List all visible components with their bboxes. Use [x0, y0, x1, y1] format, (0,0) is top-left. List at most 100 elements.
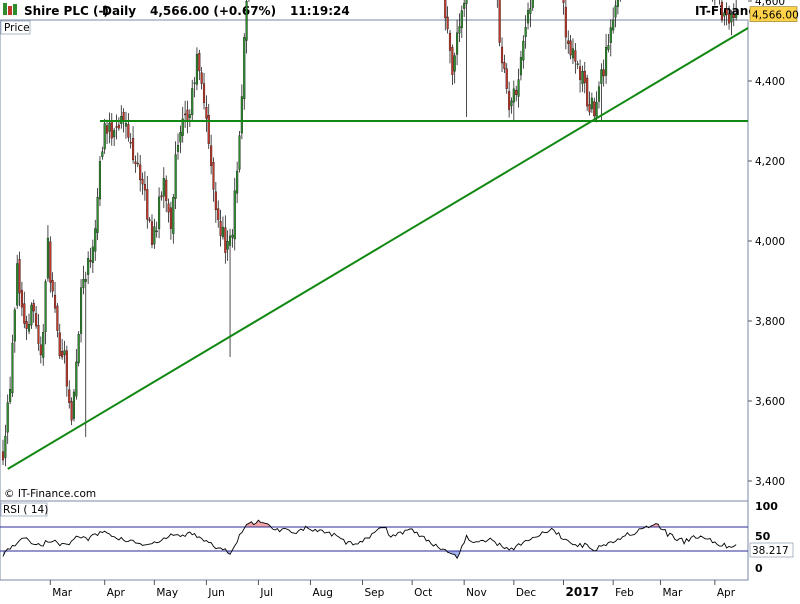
- candle-body: [245, 1, 248, 41]
- candle-body: [13, 309, 16, 342]
- price-tick-label: 3,800: [755, 316, 785, 328]
- price-tick-label: 4,000: [755, 236, 785, 248]
- candle-body: [526, 10, 530, 24]
- candle-body: [508, 91, 511, 110]
- candle-body: [616, 0, 619, 7]
- candle-body: [600, 69, 603, 84]
- candle-body: [160, 195, 163, 198]
- candle-body: [238, 135, 241, 170]
- time-tick-label: Oct: [414, 587, 432, 599]
- candle-body: [70, 401, 73, 421]
- candle-body: [571, 48, 575, 59]
- candle-body: [44, 281, 47, 333]
- last-price-value: 4,566.00: [752, 10, 799, 22]
- candle-body: [98, 161, 102, 200]
- candle-body: [720, 1, 724, 21]
- rsi-tick-label: 50: [755, 530, 771, 543]
- app-logo-icon: [3, 3, 17, 15]
- candle-body: [510, 100, 513, 107]
- candle-body: [91, 246, 94, 263]
- candle-body: [564, 6, 567, 38]
- last-quote: 4,566.00 (+0.67%): [150, 4, 276, 18]
- candle-body: [579, 66, 582, 80]
- candle-body: [101, 151, 104, 157]
- candle-body: [6, 402, 9, 433]
- candle-body: [174, 154, 177, 199]
- candle-body: [162, 178, 165, 197]
- candle-body: [184, 113, 187, 116]
- rsi-label-text: RSI ( 14): [3, 504, 48, 516]
- candle-body: [202, 83, 206, 103]
- rsi-line: [2, 519, 737, 560]
- candle-body: [198, 53, 201, 72]
- candle-body: [30, 304, 33, 326]
- candle-body: [723, 12, 726, 17]
- candle-body: [32, 303, 35, 312]
- candle-body: [512, 88, 515, 103]
- candle-body: [141, 178, 144, 185]
- candle-body: [75, 361, 78, 397]
- candle-body: [94, 228, 97, 252]
- rsi-panel: [0, 500, 749, 581]
- time-tick-label: Apr: [717, 587, 736, 599]
- candle-body: [732, 14, 735, 19]
- candle-body: [106, 125, 109, 134]
- candle-body: [87, 258, 90, 275]
- candle-body: [217, 208, 220, 220]
- candle-body: [35, 313, 38, 327]
- candle-body: [82, 278, 85, 288]
- candle-body: [132, 138, 135, 161]
- rsi-last-tag: 38.217: [749, 542, 794, 558]
- candle-body: [453, 55, 456, 72]
- price-tick-label: 3,400: [755, 476, 785, 488]
- candle-body: [9, 389, 12, 402]
- candle-body: [153, 226, 156, 245]
- candle-body: [89, 260, 92, 262]
- candle-body: [27, 324, 31, 332]
- candle-body: [20, 289, 23, 308]
- candle-body: [226, 241, 229, 250]
- time-tick-label: Nov: [466, 587, 487, 599]
- candle-body: [139, 164, 142, 181]
- candle-body: [16, 263, 19, 306]
- candle-body: [113, 130, 116, 138]
- candle-body: [503, 62, 506, 69]
- price-tick-label: 3,600: [755, 396, 785, 408]
- candle-body: [134, 161, 137, 164]
- candle-body: [210, 145, 213, 166]
- candle-body: [167, 203, 170, 213]
- candle-body: [735, 14, 738, 18]
- candle-body: [146, 189, 149, 220]
- candle-body: [602, 69, 605, 77]
- price-label-text: Price: [4, 22, 30, 34]
- candle-body: [136, 162, 139, 165]
- candle-body: [212, 162, 215, 190]
- candle-body: [448, 32, 452, 51]
- candle-body: [456, 32, 459, 55]
- candle-body: [103, 123, 106, 150]
- candle-body: [65, 350, 68, 387]
- candle-body: [595, 102, 598, 118]
- price-tick-label: 4,200: [755, 156, 785, 168]
- candle-body: [169, 207, 172, 229]
- candle-body: [593, 101, 596, 117]
- last-price-tag: 4,566.00: [749, 6, 799, 22]
- time-tick-label: Mar: [662, 587, 682, 599]
- time-tick-label: Jul: [259, 587, 273, 599]
- title-bar: [0, 0, 800, 20]
- candle-body: [505, 68, 508, 89]
- price-axis: 3,4003,6003,8004,0004,2004,4004,6004,800…: [748, 0, 785, 488]
- rsi-panel-label: RSI ( 14): [0, 502, 48, 517]
- candle-body: [205, 106, 208, 119]
- price-tick-label: 4,600: [755, 0, 785, 8]
- rsi-tick-label: 0: [755, 562, 763, 575]
- rsi-last-box: [749, 542, 794, 558]
- quote-time: 11:19:24: [290, 4, 350, 18]
- candle-body: [236, 170, 239, 194]
- time-tick-label: Jun: [207, 587, 224, 599]
- candle-body: [567, 40, 570, 44]
- candle-body: [228, 235, 232, 246]
- candle-body: [219, 221, 222, 236]
